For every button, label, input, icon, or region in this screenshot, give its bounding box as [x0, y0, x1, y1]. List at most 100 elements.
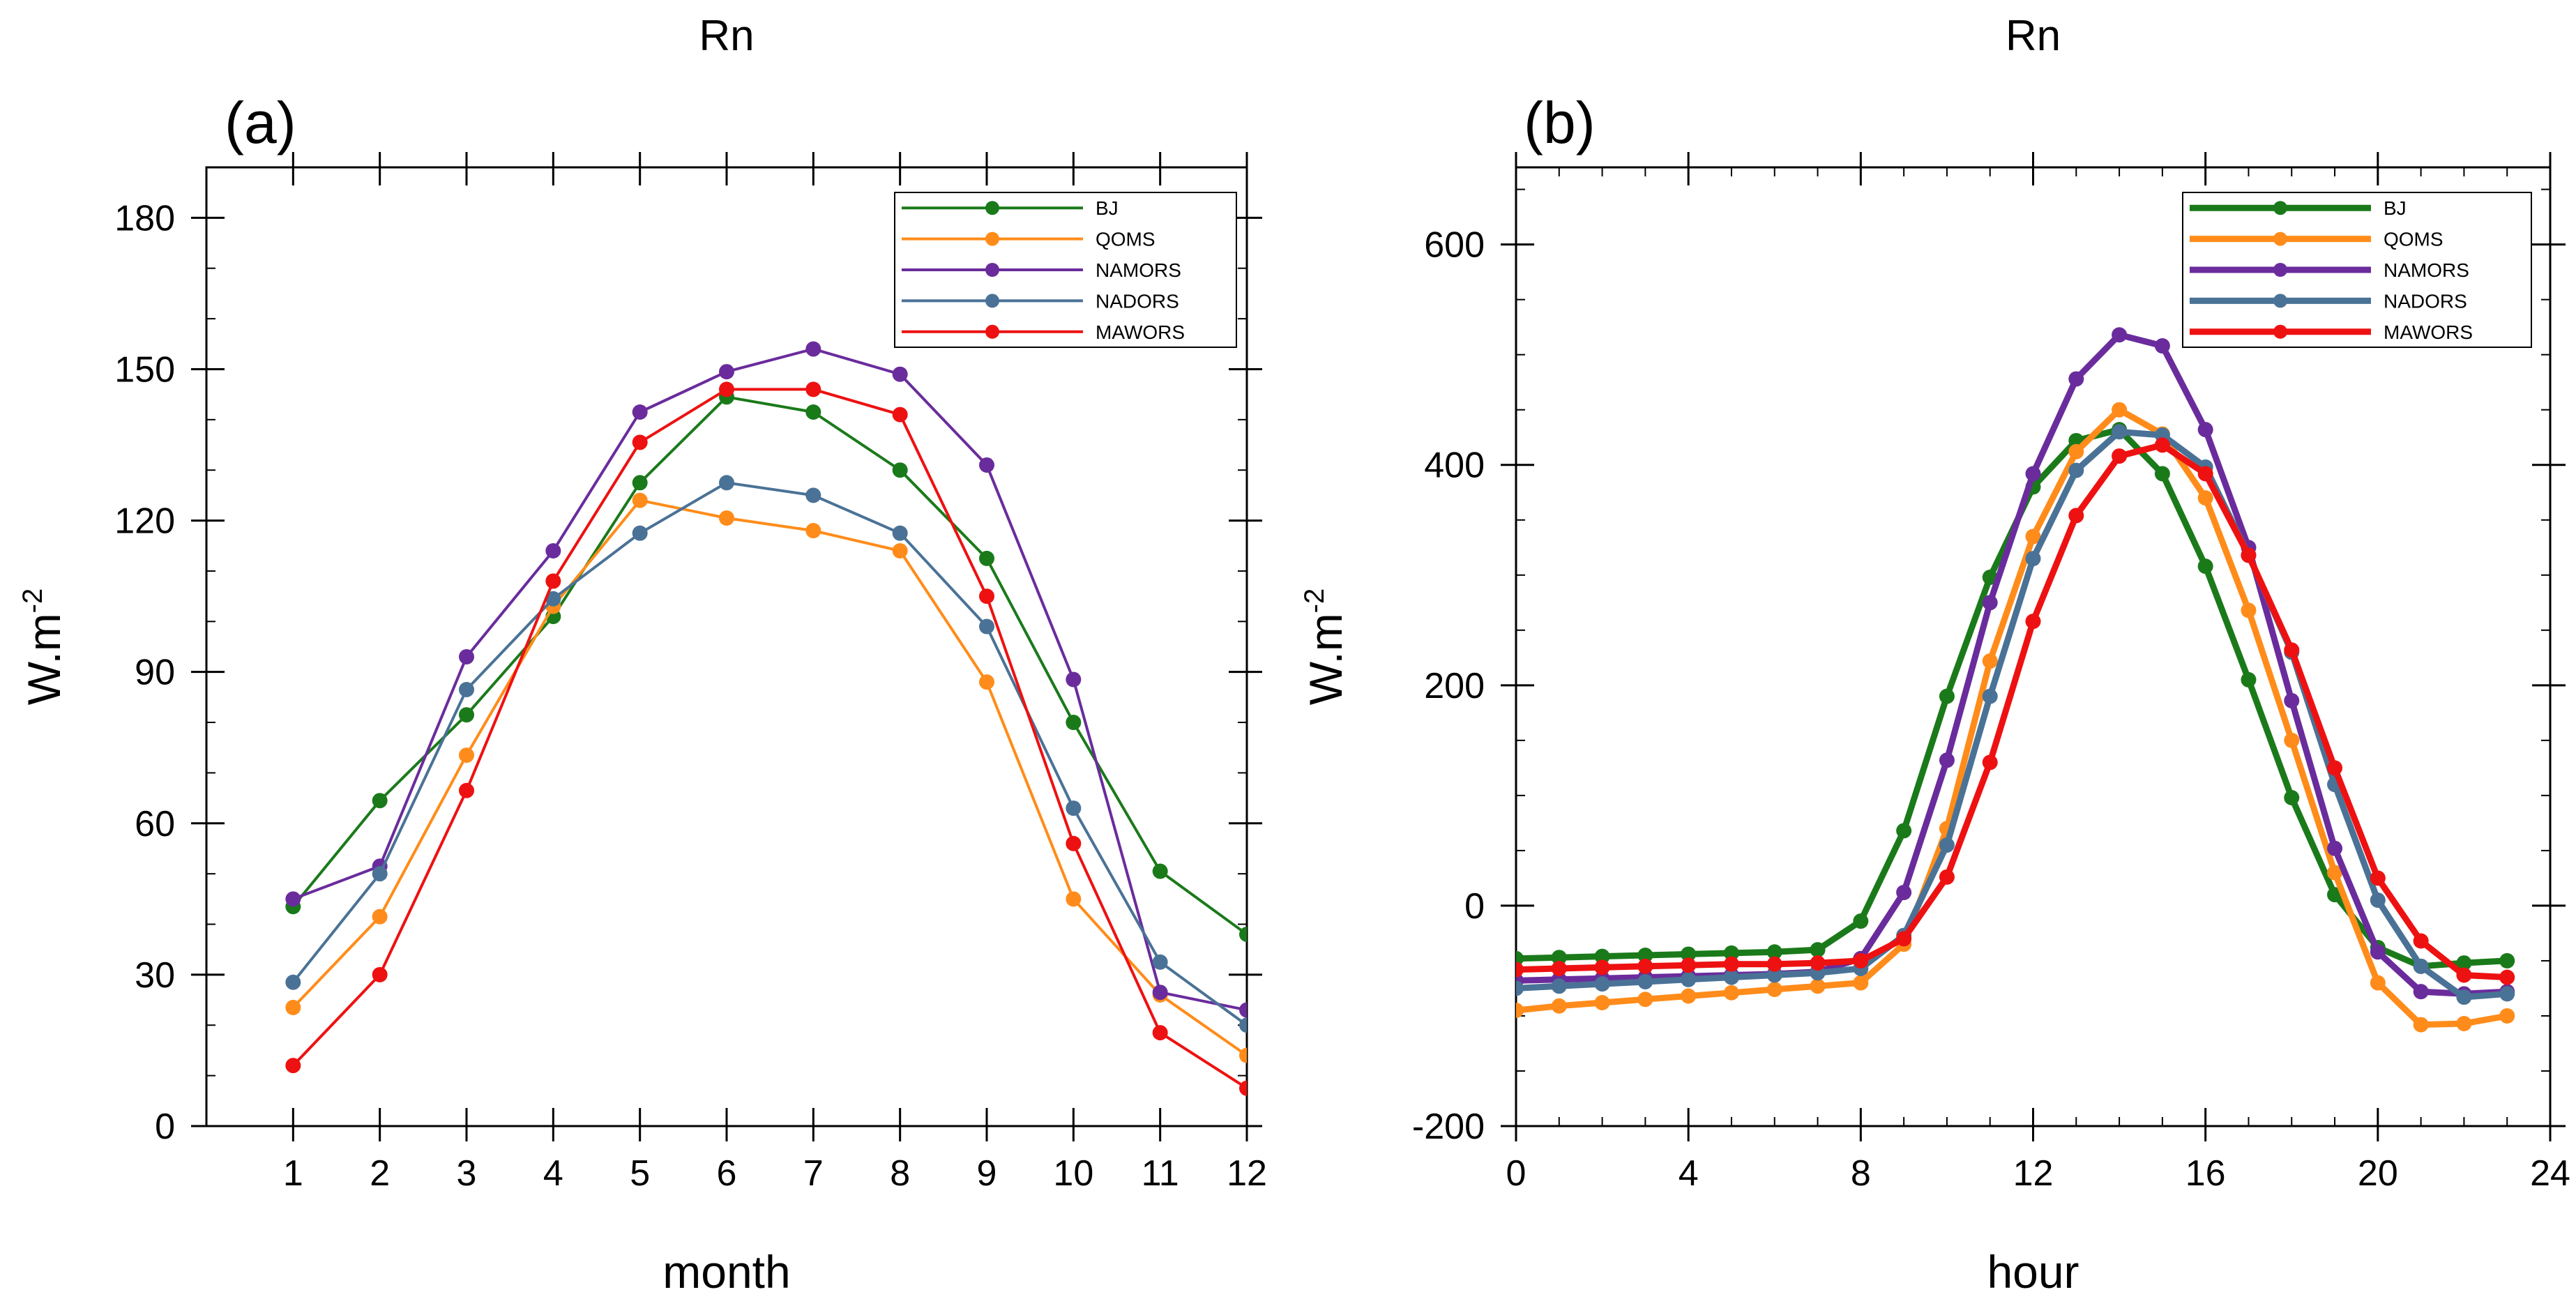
data-point-bj [632, 475, 648, 491]
data-point-nadors [2499, 986, 2515, 1002]
data-point-bj [1982, 569, 1998, 585]
data-point-qoms [719, 510, 734, 526]
legend-marker [2273, 201, 2287, 215]
data-point-namors [2327, 840, 2343, 856]
data-point-bj [1594, 948, 1610, 964]
y-tick-label: -200 [1412, 1107, 1485, 1147]
data-point-namors [2197, 422, 2213, 438]
data-point-bj [2197, 559, 2213, 575]
data-point-namors [2284, 692, 2300, 708]
y-axis-title: W.m-2 [17, 588, 70, 706]
panel-label: (b) [1524, 90, 1596, 155]
data-point-mawors [1766, 956, 1782, 972]
data-point-nadors [632, 525, 648, 541]
legend-label: MAWORS [2384, 321, 2473, 343]
data-point-qoms [979, 674, 994, 690]
legend-marker [985, 324, 999, 339]
data-point-qoms [1551, 998, 1567, 1014]
x-tick-label: 2 [370, 1153, 390, 1194]
x-axis-title: hour [1987, 1246, 2079, 1298]
data-point-bj [2284, 790, 2300, 806]
data-point-bj [1152, 863, 1168, 879]
data-point-namors [1896, 884, 1912, 900]
data-point-mawors [2154, 437, 2170, 453]
y-axis-title-sup: -2 [17, 588, 48, 614]
data-point-qoms [1810, 978, 1826, 994]
data-point-qoms [2284, 732, 2300, 748]
data-point-bj [2241, 671, 2257, 688]
data-point-nadors [285, 974, 301, 990]
series-line-namors [292, 347, 1247, 1012]
data-point-namors [979, 457, 994, 473]
data-point-nadors [2025, 551, 2041, 567]
legend-marker [2273, 263, 2287, 277]
data-point-nadors [1681, 971, 1697, 987]
y-tick-label: 60 [135, 804, 175, 844]
series-line-bj [291, 395, 1247, 936]
data-point-mawors [1152, 1025, 1168, 1041]
data-point-bj [892, 462, 908, 478]
y-tick-label: 200 [1424, 666, 1485, 706]
y-tick-label: 120 [114, 501, 175, 542]
data-point-namors [545, 543, 561, 559]
data-point-bj [372, 793, 388, 809]
legend-marker [985, 201, 999, 215]
data-point-mawors [2025, 614, 2041, 630]
panel-label: (a) [225, 90, 296, 155]
series-line-nadors [291, 481, 1247, 1026]
data-point-bj [1681, 946, 1697, 962]
data-point-bj [1853, 913, 1869, 929]
y-axis-title-sup: -2 [1299, 588, 1330, 614]
data-point-qoms [1681, 988, 1697, 1004]
data-point-qoms [2370, 975, 2386, 991]
legend-marker [985, 294, 999, 308]
data-point-bj [979, 550, 994, 566]
data-point-mawors [2112, 448, 2128, 464]
data-point-mawors [805, 381, 821, 397]
data-point-nadors [2413, 958, 2429, 974]
data-point-mawors [1982, 754, 1998, 770]
series-line-qoms [1516, 407, 2508, 1028]
data-point-qoms [2197, 490, 2213, 506]
data-point-namors [805, 341, 821, 357]
data-point-nadors [1239, 1017, 1247, 1033]
y-tick-label: 30 [135, 955, 175, 996]
data-point-mawors [2499, 969, 2515, 985]
data-point-namors [1239, 1002, 1247, 1018]
data-point-qoms [2327, 865, 2343, 881]
y-axis-title-main: W.m [18, 613, 70, 705]
data-point-qoms [1594, 994, 1610, 1010]
data-point-qoms [2025, 529, 2041, 545]
series-group [1516, 327, 2515, 1033]
data-point-qoms [2241, 602, 2257, 618]
data-point-mawors [1066, 835, 1082, 851]
x-tick-label: 12 [2013, 1153, 2054, 1194]
data-point-bj [1939, 688, 1955, 704]
data-point-mawors [1681, 957, 1697, 973]
data-point-namors [2068, 371, 2084, 387]
data-point-nadors [1516, 980, 1524, 996]
data-point-namors [2413, 984, 2429, 1000]
data-point-mawors [1939, 869, 1955, 885]
x-tick-label: 7 [803, 1153, 824, 1194]
data-point-nadors [1939, 837, 1955, 853]
data-point-qoms [805, 523, 821, 539]
data-point-qoms [2499, 1008, 2515, 1024]
x-tick-label: 16 [2185, 1153, 2226, 1194]
data-point-namors [1152, 985, 1168, 1001]
data-point-nadors [892, 525, 908, 541]
x-tick-label: 24 [2530, 1153, 2570, 1194]
data-point-bj [1766, 944, 1782, 960]
data-point-nadors [459, 682, 474, 698]
legend-label: QOMS [2384, 229, 2444, 250]
data-point-namors [285, 891, 301, 907]
data-point-qoms [1637, 992, 1653, 1008]
data-point-qoms [372, 909, 388, 925]
legend-label: NAMORS [1096, 259, 1181, 281]
data-point-qoms [1853, 975, 1869, 991]
data-point-mawors [1516, 962, 1524, 978]
data-point-qoms [1516, 1003, 1524, 1019]
data-point-nadors [1766, 967, 1782, 983]
data-point-mawors [1594, 959, 1610, 975]
data-point-mawors [979, 588, 994, 605]
